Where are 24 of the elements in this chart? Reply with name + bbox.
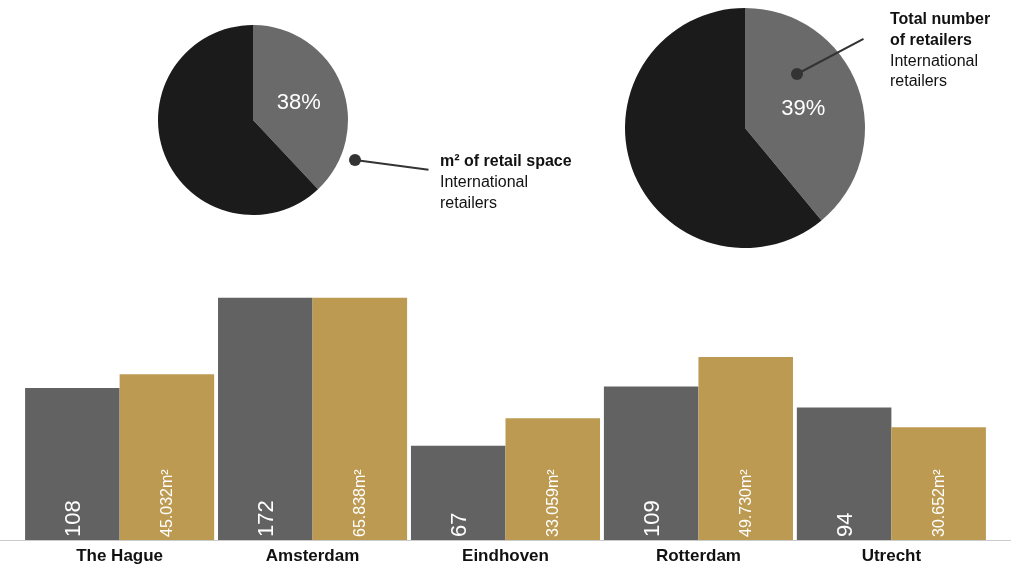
data-label: 109 xyxy=(638,500,664,537)
text: Total number of retailers xyxy=(890,10,991,48)
x-tick-label: The Hague xyxy=(76,546,164,566)
x-tick-label: Rotterdam xyxy=(655,546,741,566)
data-label: 67 xyxy=(445,512,471,537)
text: m² of retail space xyxy=(440,152,572,169)
data-label: 65.838m² xyxy=(351,468,369,537)
x-tick-label: Amsterdam xyxy=(265,546,360,566)
data-label: 38% xyxy=(276,89,321,115)
x-tick-label: Utrecht xyxy=(861,546,922,566)
data-label: 45.032m² xyxy=(158,468,176,537)
data-label: 172 xyxy=(252,500,278,537)
data-label: 49.730m² xyxy=(737,468,755,537)
text: International retailers xyxy=(890,51,979,90)
data-label: 33.059m² xyxy=(544,468,562,537)
pie-slice xyxy=(745,8,865,221)
x-tick-label: Eindhoven xyxy=(462,546,549,566)
data-label: 39% xyxy=(781,94,826,120)
pie-slice xyxy=(253,25,348,190)
text: International retailers xyxy=(440,172,529,211)
data-label: 30.652m² xyxy=(930,468,948,537)
pie-slice xyxy=(158,25,319,215)
data-label: 108 xyxy=(59,500,85,537)
data-label: 94 xyxy=(831,512,857,537)
